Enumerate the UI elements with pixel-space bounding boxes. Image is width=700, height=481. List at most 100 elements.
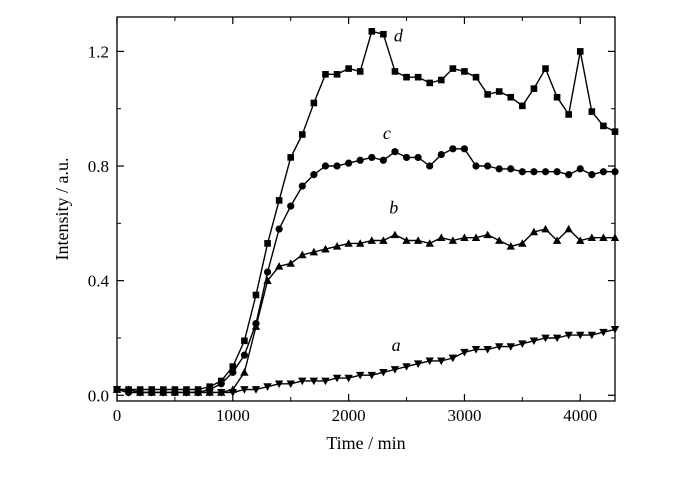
series-d-point xyxy=(426,79,433,87)
series-c-point xyxy=(599,168,608,176)
series-c-point xyxy=(565,171,573,179)
series-b-point xyxy=(541,224,550,233)
series-b-point xyxy=(344,239,353,247)
series-c-point xyxy=(321,162,330,170)
series-a-point xyxy=(425,357,434,366)
series-c-point xyxy=(495,165,503,173)
series-c-point xyxy=(368,153,376,162)
series-a-point xyxy=(471,346,481,354)
plot-frame xyxy=(116,16,616,402)
series-a-point xyxy=(541,334,550,343)
series-d-point xyxy=(287,154,295,161)
series-c-point xyxy=(310,171,318,179)
x-tick-label: 2000 xyxy=(332,406,366,425)
series-d-point xyxy=(217,377,225,385)
series-d xyxy=(113,28,619,393)
series-b-point xyxy=(402,236,411,244)
x-tick-label: 1000 xyxy=(216,406,250,425)
series-c-point xyxy=(298,182,306,190)
series-c-point xyxy=(414,153,422,162)
series-a-point xyxy=(298,377,307,386)
series-a-point xyxy=(274,380,284,389)
series-b-point xyxy=(332,242,342,250)
series-b-point xyxy=(390,230,400,239)
series-b-point xyxy=(587,233,597,242)
series-d-point xyxy=(600,122,607,130)
x-tick-label: 0 xyxy=(113,406,122,425)
series-d-point xyxy=(553,93,561,101)
y-tick-label: 1.2 xyxy=(88,42,109,61)
series-d-point xyxy=(380,30,387,38)
series-d-point xyxy=(530,85,538,92)
series-b-point xyxy=(529,227,539,236)
series-c-point xyxy=(275,225,283,233)
series-c-point xyxy=(356,156,364,164)
series-labels: a b c d xyxy=(383,25,404,354)
x-tick-label: 3000 xyxy=(447,406,481,425)
series-b-point xyxy=(599,233,608,242)
series-d-point xyxy=(576,48,584,55)
series-d-point xyxy=(310,99,318,107)
series-a-point xyxy=(379,368,388,377)
series-c-point xyxy=(449,145,457,153)
series-a-line xyxy=(116,328,616,394)
y-axis-title: Intensity / a.u. xyxy=(52,158,72,261)
series-a xyxy=(112,325,620,397)
series-c-line xyxy=(116,148,615,394)
series-d-point xyxy=(588,108,596,115)
series-d-point xyxy=(125,386,132,393)
series-a-point xyxy=(332,374,342,383)
series-d-point xyxy=(183,386,190,393)
series-c-point xyxy=(426,162,434,170)
series-label-a: a xyxy=(392,335,401,355)
series-a-point xyxy=(494,343,504,351)
series-d-point xyxy=(148,386,156,393)
series-a-point xyxy=(518,340,527,348)
series-b-point xyxy=(228,385,238,393)
series-c-point xyxy=(263,268,272,276)
series-c-point xyxy=(287,202,295,210)
series-c-point xyxy=(576,165,584,173)
series-d-point xyxy=(206,383,213,390)
axes xyxy=(116,16,616,402)
series-b-point xyxy=(425,239,434,247)
series-d-point xyxy=(449,65,457,72)
series-d-point xyxy=(565,111,572,118)
series-a-point xyxy=(576,331,585,340)
series-c-point xyxy=(437,150,445,159)
series-a-point xyxy=(599,328,608,337)
series-a-point xyxy=(286,380,295,389)
series-d-point xyxy=(356,68,364,75)
series-d-point xyxy=(322,71,329,78)
series-c-point xyxy=(472,162,480,170)
series-c-point xyxy=(402,153,411,162)
y-tick-label: 0.8 xyxy=(88,157,109,176)
series-b-point xyxy=(309,247,319,256)
series-c-point xyxy=(588,171,596,179)
series-c-point xyxy=(379,156,387,164)
series-d-point xyxy=(241,337,248,345)
series-a-point xyxy=(413,360,423,368)
series-b-point xyxy=(518,239,527,247)
series-a-point xyxy=(356,371,365,380)
series-b-point xyxy=(367,236,376,244)
series-b-point xyxy=(576,236,585,244)
series-d-point xyxy=(136,386,144,393)
series-d-point xyxy=(160,386,167,393)
series-a-point xyxy=(529,337,539,346)
series-d-point xyxy=(229,363,237,370)
series-b-point xyxy=(506,242,515,250)
series-a-point xyxy=(367,371,376,380)
series-a-point xyxy=(506,343,515,351)
series-a-point xyxy=(263,383,272,391)
y-tick-label: 0.0 xyxy=(88,386,109,405)
series-a-point xyxy=(552,334,562,343)
series-label-d: d xyxy=(394,25,404,45)
series-d-point xyxy=(299,131,306,138)
series-a-point xyxy=(564,331,573,340)
series-c-point xyxy=(333,162,341,170)
series-d-point xyxy=(368,28,376,35)
series-c-point xyxy=(460,145,469,153)
series-group xyxy=(112,28,620,397)
